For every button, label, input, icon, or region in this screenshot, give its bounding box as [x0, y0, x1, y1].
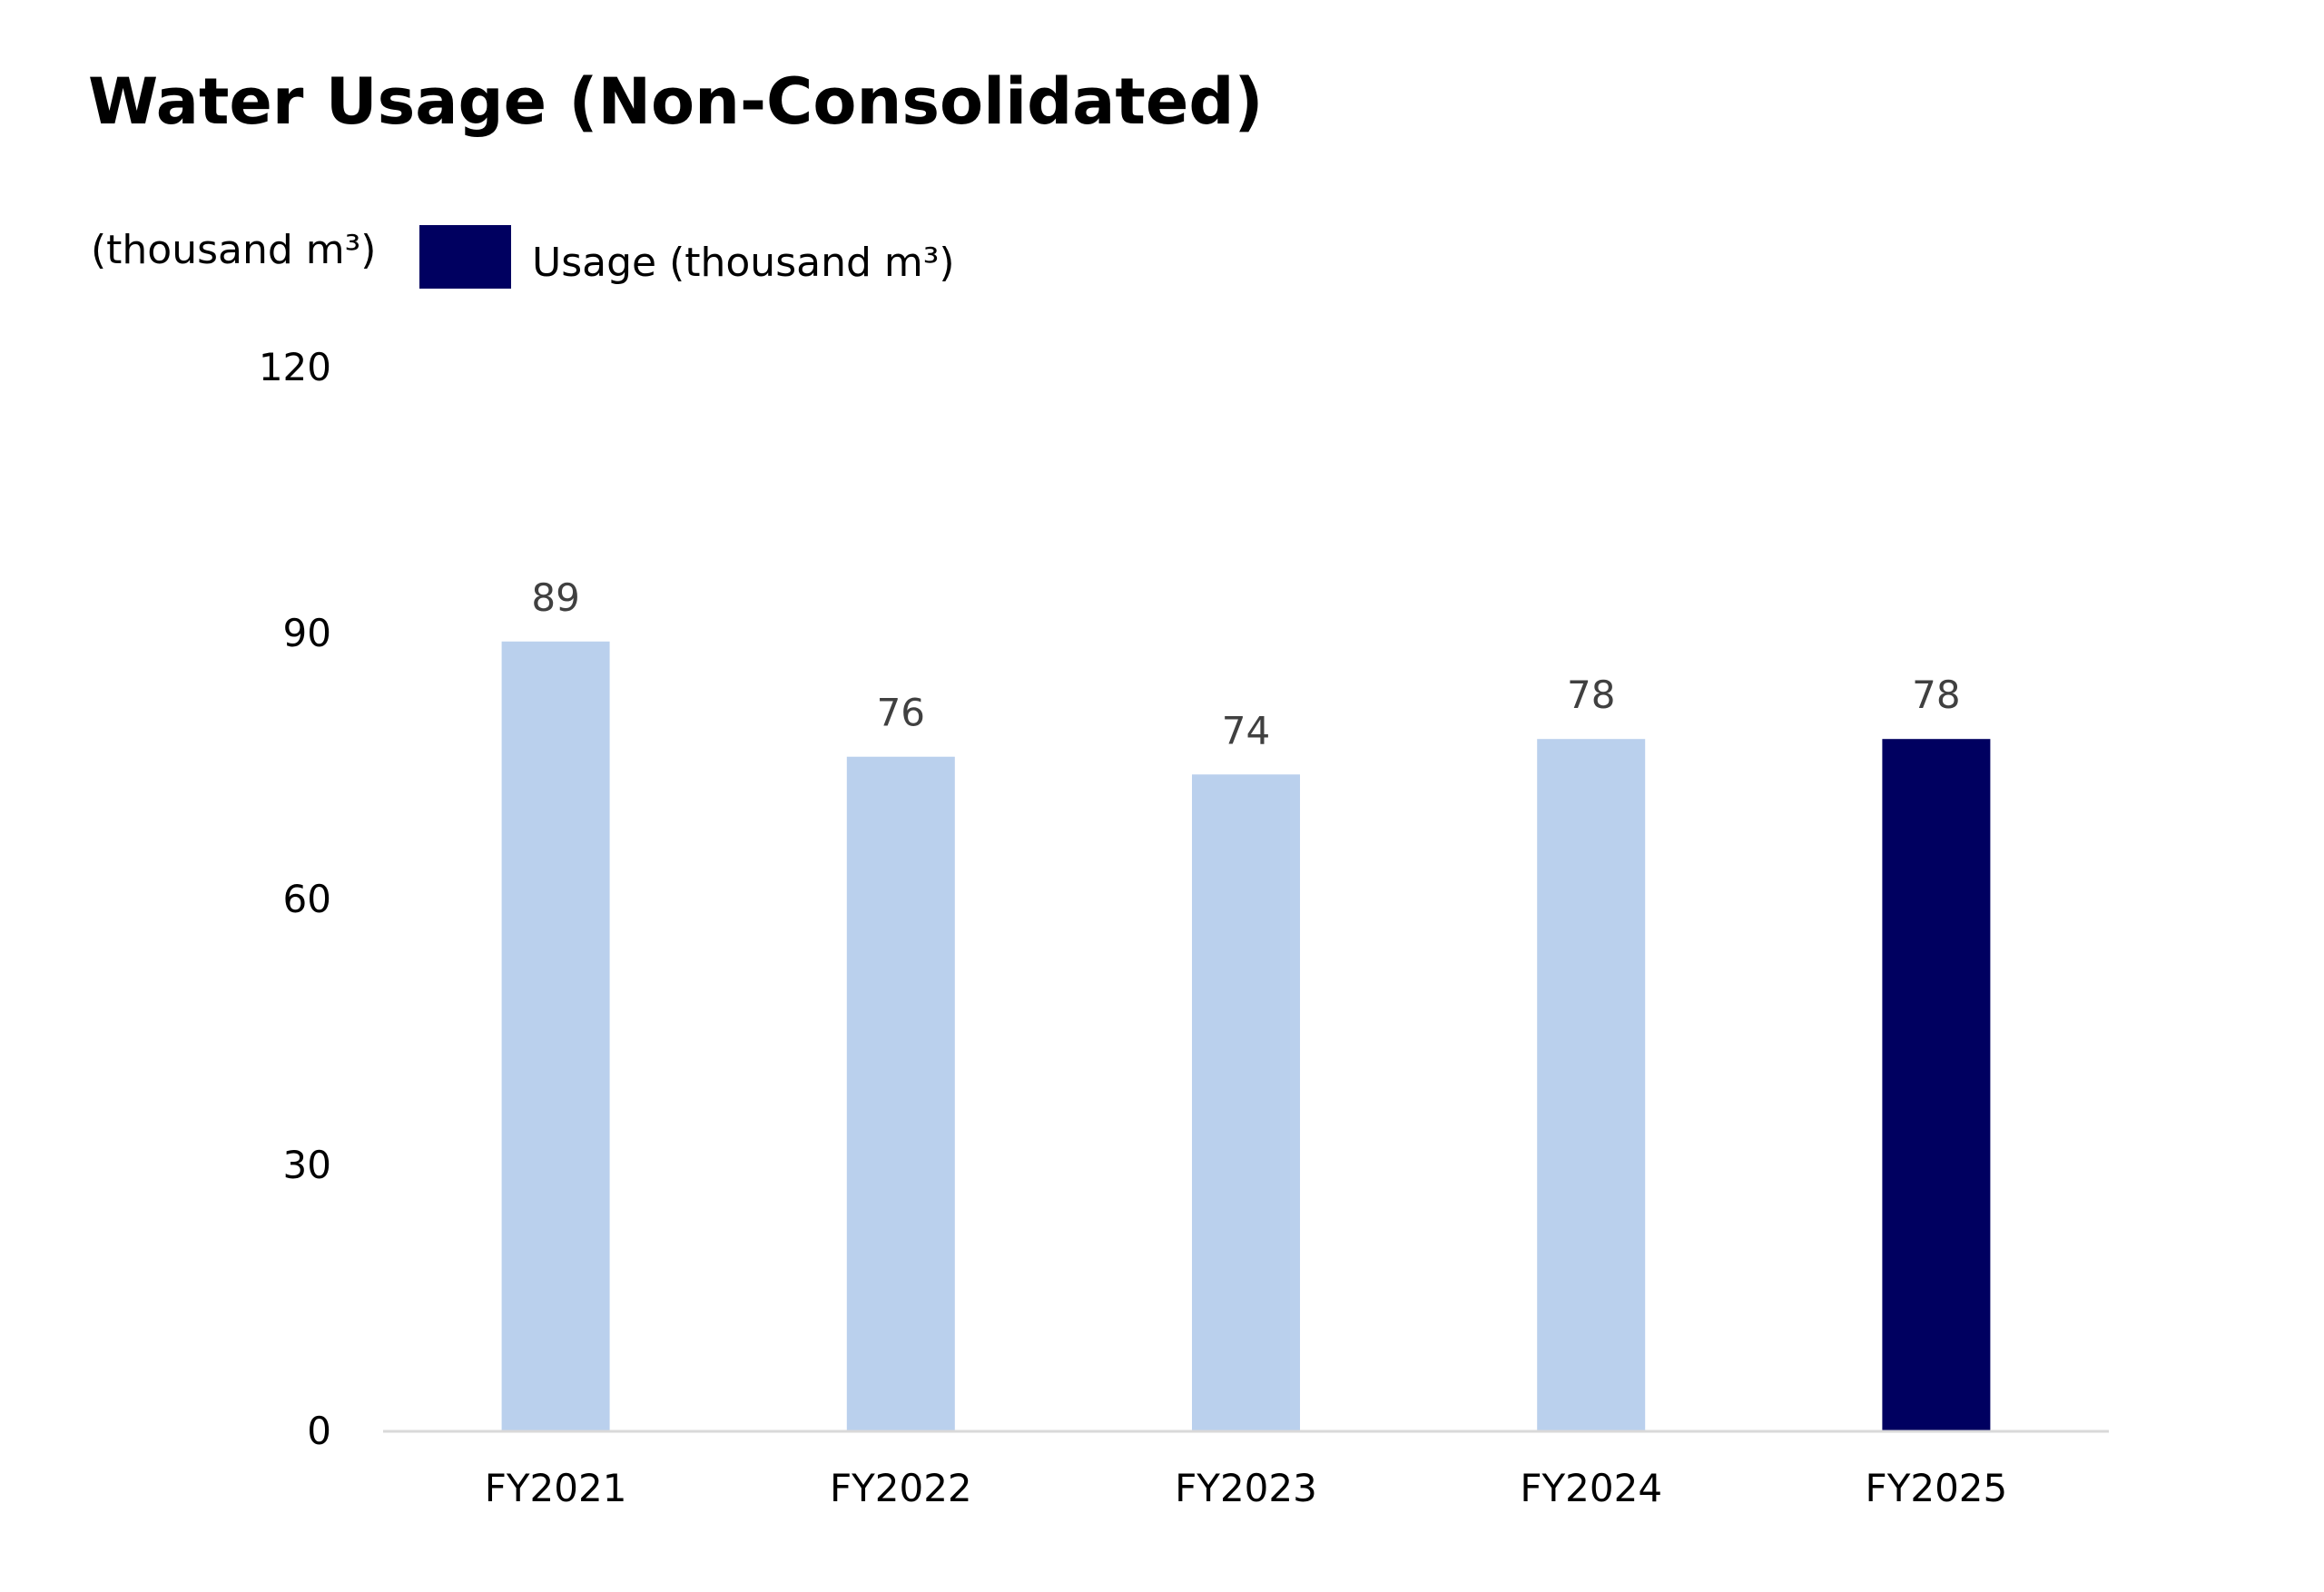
- bar-fy2022: [846, 756, 955, 1430]
- x-category-label: FY2021: [485, 1466, 627, 1510]
- bar-fy2025: [1882, 739, 1991, 1430]
- x-category-label: FY2025: [1866, 1466, 2008, 1510]
- data-label: 74: [1222, 708, 1270, 752]
- y-tick-label: 60: [283, 877, 331, 921]
- x-category-label: FY2024: [1520, 1466, 1662, 1510]
- data-label: 76: [877, 691, 925, 735]
- data-label: 89: [531, 575, 579, 620]
- data-label: 78: [1567, 673, 1615, 717]
- x-category-label: FY2022: [830, 1466, 972, 1510]
- data-label: 78: [1912, 673, 1960, 717]
- y-tick-label: 90: [283, 611, 331, 655]
- y-tick-label: 120: [259, 345, 331, 389]
- y-axis-unit-label: (thousand m³): [91, 227, 377, 273]
- bar-fy2024: [1537, 739, 1646, 1430]
- legend-swatch: [419, 225, 511, 289]
- y-tick-label: 0: [307, 1409, 331, 1453]
- legend: Usage (thousand m³): [419, 225, 955, 289]
- legend-label: Usage (thousand m³): [532, 239, 955, 286]
- x-category-label: FY2023: [1175, 1466, 1317, 1510]
- bar-fy2021: [501, 641, 610, 1430]
- bar-fy2023: [1192, 774, 1300, 1430]
- chart-title: Water Usage (Non-Consolidated): [88, 64, 1264, 139]
- y-tick-label: 30: [283, 1143, 331, 1187]
